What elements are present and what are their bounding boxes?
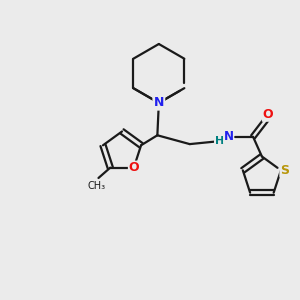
Text: CH₃: CH₃ bbox=[88, 181, 106, 191]
Text: N: N bbox=[224, 130, 234, 143]
Text: S: S bbox=[280, 164, 289, 177]
Text: O: O bbox=[262, 108, 273, 121]
Text: H: H bbox=[214, 136, 224, 146]
Text: O: O bbox=[128, 161, 139, 174]
Text: N: N bbox=[154, 96, 164, 110]
